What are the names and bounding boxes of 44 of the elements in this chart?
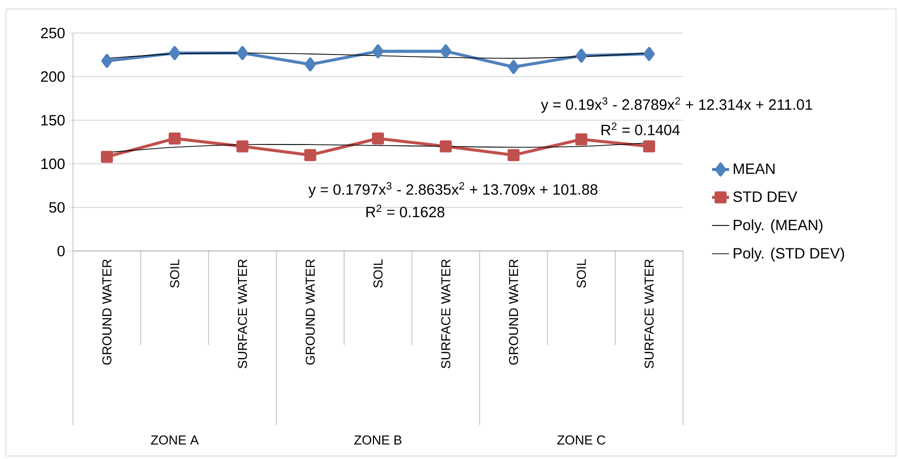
point xyxy=(168,132,181,145)
y-tick-label: 250 xyxy=(41,28,65,38)
point xyxy=(440,140,452,152)
annotation: R$^{2}$ = 0.1404 xyxy=(602,122,680,136)
point xyxy=(169,46,180,60)
annotation: y = 0.1797x$^{3}$ - 2.8635x$^{2}$ + 13.709x + 101.88 xyxy=(308,182,598,198)
x-tick-label: SURFACE WATER xyxy=(644,259,654,368)
y-tick-label: 100 xyxy=(41,158,65,170)
point xyxy=(575,133,588,146)
x-tick-label: GROUND WATER xyxy=(102,259,112,365)
point xyxy=(576,48,587,63)
y-tick-label: 50 xyxy=(49,202,65,213)
legend-label: Poly. (MEAN) xyxy=(734,219,822,234)
annotation: y = 0.19x$^{3}$ - 2.8789x$^{2}$ + 12.314x + 211.01 xyxy=(540,97,812,113)
x-tick-label: GROUND WATER xyxy=(306,259,315,365)
text: ZONE B xyxy=(354,435,402,445)
y-tick-label: 200 xyxy=(41,71,65,82)
point xyxy=(372,44,384,58)
point xyxy=(643,140,656,152)
legend-label: Poly. (STD DEV) xyxy=(734,248,844,262)
point xyxy=(304,57,316,72)
text: ZONE C xyxy=(557,435,606,445)
point xyxy=(236,140,248,152)
point xyxy=(643,46,655,61)
legend-label: MEAN xyxy=(734,164,775,174)
x-tick-label: SOIL xyxy=(170,259,180,288)
point xyxy=(440,44,452,58)
annotation: R$^{2}$ = 0.1628 xyxy=(366,204,444,218)
x-tick-label: SOIL xyxy=(373,259,383,288)
point xyxy=(508,149,520,162)
text: ZONE A xyxy=(150,435,199,445)
point xyxy=(372,132,384,145)
y-tick-label: 0 xyxy=(57,246,65,256)
point xyxy=(304,149,316,162)
legend-label: STD DEV xyxy=(733,191,798,202)
point xyxy=(236,46,248,60)
x-tick-label: SURFACE WATER xyxy=(238,259,248,368)
point xyxy=(508,60,520,74)
x-tick-label: SOIL xyxy=(576,259,586,288)
point xyxy=(101,54,113,68)
y-tick-label: 150 xyxy=(41,114,65,126)
x-tick-label: SURFACE WATER xyxy=(441,259,450,368)
x-tick-label: GROUND WATER xyxy=(508,259,518,365)
point xyxy=(100,150,113,163)
